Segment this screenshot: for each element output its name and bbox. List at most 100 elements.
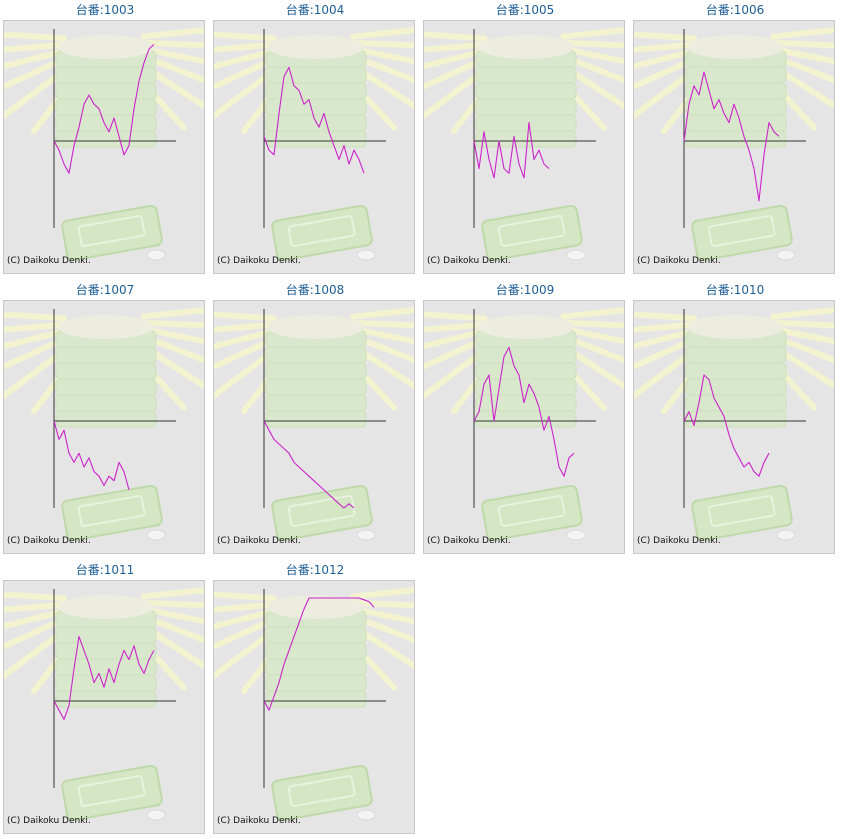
lower-tray-inner bbox=[287, 495, 356, 527]
sunburst-ray bbox=[214, 591, 278, 602]
copyright-label: (C) Daikoku Denki. bbox=[637, 256, 721, 266]
chart-title[interactable]: 台番:1005 bbox=[495, 3, 555, 17]
chart-title[interactable]: 台番:1012 bbox=[285, 563, 345, 577]
coin-shape bbox=[776, 249, 796, 261]
lower-tray-inner bbox=[287, 215, 356, 247]
sunburst-ray bbox=[770, 39, 834, 49]
background-illustration bbox=[424, 26, 624, 262]
tray-shape bbox=[55, 82, 157, 100]
chart-frame: (C) Daikoku Denki. bbox=[423, 20, 625, 274]
tray-shape bbox=[265, 658, 367, 676]
chart-panel: 台番:1005 (C) Daikoku Denki. bbox=[423, 0, 627, 279]
sunburst-ray bbox=[140, 599, 204, 609]
sunburst-ray bbox=[424, 47, 490, 70]
copyright-label: (C) Daikoku Denki. bbox=[427, 256, 511, 266]
copyright-label: (C) Daikoku Denki. bbox=[217, 816, 301, 826]
sunburst-ray bbox=[214, 601, 278, 613]
tray-top bbox=[268, 595, 364, 619]
background-illustration bbox=[424, 306, 624, 542]
sunburst-ray bbox=[559, 325, 624, 345]
sunburst-ray bbox=[634, 31, 698, 42]
lower-tray bbox=[61, 204, 163, 262]
sunburst-ray bbox=[424, 31, 488, 42]
chart-title[interactable]: 台番:1004 bbox=[285, 3, 345, 17]
sunburst-ray bbox=[769, 325, 834, 345]
lower-tray bbox=[691, 484, 793, 542]
tray-shape bbox=[265, 362, 367, 380]
lower-tray bbox=[691, 204, 793, 262]
background-illustration bbox=[4, 586, 204, 822]
sunburst-ray bbox=[350, 319, 414, 329]
sunburst-ray bbox=[4, 612, 75, 650]
sunburst-ray bbox=[560, 306, 624, 320]
background-illustration bbox=[4, 306, 204, 542]
coin-shape bbox=[566, 249, 586, 261]
chart-title[interactable]: 台番:1006 bbox=[705, 3, 765, 17]
tray-shape bbox=[55, 394, 157, 412]
sunburst-ray bbox=[424, 332, 495, 370]
chart-svg bbox=[634, 306, 834, 542]
tray-shape bbox=[475, 130, 577, 148]
tray-shape bbox=[475, 410, 577, 428]
chart-title[interactable]: 台番:1010 bbox=[705, 283, 765, 297]
sunburst-ray bbox=[4, 321, 68, 333]
sunburst-ray bbox=[139, 605, 204, 625]
sunburst-ray bbox=[424, 52, 495, 90]
sunburst-ray bbox=[634, 327, 700, 350]
chart-title[interactable]: 台番:1007 bbox=[75, 283, 135, 297]
tray-shape bbox=[475, 66, 577, 84]
lower-tray bbox=[61, 764, 163, 822]
sunburst-ray bbox=[4, 327, 70, 350]
sunburst-ray bbox=[424, 321, 488, 333]
tray-shape bbox=[265, 66, 367, 84]
lower-tray-inner bbox=[497, 495, 566, 527]
chart-title[interactable]: 台番:1003 bbox=[75, 3, 135, 17]
series-line bbox=[473, 122, 550, 179]
lower-tray-inner bbox=[707, 495, 776, 527]
copyright-label: (C) Daikoku Denki. bbox=[7, 256, 91, 266]
tray-top bbox=[268, 315, 364, 339]
sunburst-ray bbox=[214, 321, 278, 333]
chart-svg bbox=[634, 26, 834, 262]
lower-tray-inner bbox=[707, 215, 776, 247]
coin-shape bbox=[146, 529, 166, 541]
chart-title[interactable]: 台番:1009 bbox=[495, 283, 555, 297]
lower-tray bbox=[271, 204, 373, 262]
sunburst-ray bbox=[350, 586, 414, 600]
chart-frame: (C) Daikoku Denki. bbox=[3, 300, 205, 554]
sunburst-ray bbox=[770, 319, 834, 329]
sunburst-ray bbox=[769, 45, 834, 65]
series-line bbox=[263, 66, 365, 174]
chart-panel: 台番:1011 (C) Daikoku Denki. bbox=[3, 560, 207, 839]
tray-top bbox=[58, 35, 154, 59]
sunburst-ray bbox=[4, 47, 70, 70]
chart-panel: 台番:1008 (C) Daikoku Denki. bbox=[213, 280, 417, 559]
tray-shape bbox=[475, 82, 577, 100]
tray-shape bbox=[265, 114, 367, 132]
tray-shape bbox=[265, 410, 367, 428]
sunburst-ray bbox=[559, 45, 624, 65]
chart-panel: 台番:1010 (C) Daikoku Denki. bbox=[633, 280, 837, 559]
coin-shape bbox=[356, 809, 376, 821]
lower-tray bbox=[481, 484, 583, 542]
sunburst-ray bbox=[4, 607, 70, 630]
lower-tray-inner bbox=[77, 215, 146, 247]
copyright-label: (C) Daikoku Denki. bbox=[7, 536, 91, 546]
chart-svg bbox=[424, 26, 624, 262]
background-illustration bbox=[214, 586, 414, 822]
tray-shape bbox=[55, 690, 157, 708]
sunburst-ray bbox=[214, 41, 278, 53]
sunburst-ray bbox=[350, 599, 414, 609]
chart-title[interactable]: 台番:1011 bbox=[75, 563, 135, 577]
lower-tray-inner bbox=[77, 495, 146, 527]
chart-frame: (C) Daikoku Denki. bbox=[633, 20, 835, 274]
lower-tray-inner bbox=[287, 775, 356, 807]
tray-shape bbox=[55, 642, 157, 660]
chart-title[interactable]: 台番:1008 bbox=[285, 283, 345, 297]
lower-tray bbox=[481, 204, 583, 262]
sunburst-ray bbox=[424, 327, 490, 350]
tray-shape bbox=[55, 626, 157, 644]
chart-panel: 台番:1009 (C) Daikoku Denki. bbox=[423, 280, 627, 559]
chart-panel: 台番:1007 (C) Daikoku Denki. bbox=[3, 280, 207, 559]
series-line bbox=[473, 346, 575, 477]
